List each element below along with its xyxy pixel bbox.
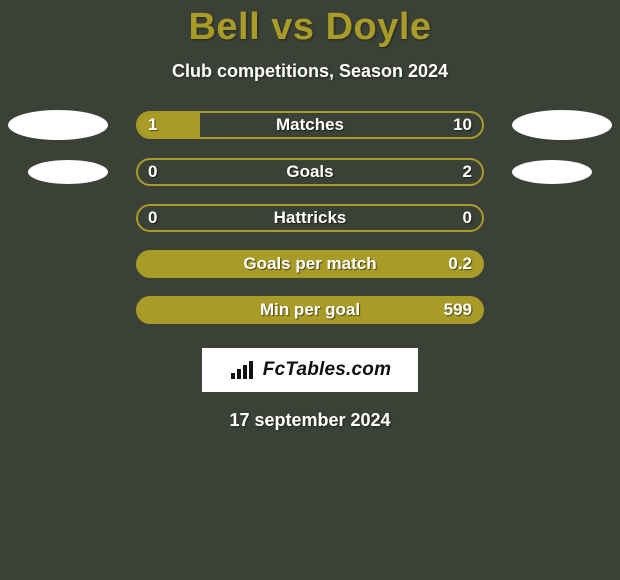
stat-label: Hattricks	[274, 208, 347, 228]
stat-row-matches: 1 Matches 10	[0, 110, 620, 140]
date-stamp: 17 september 2024	[229, 410, 390, 431]
page-title: Bell vs Doyle	[188, 6, 431, 49]
player-right-marker-small	[512, 160, 592, 184]
title-left: Bell	[188, 6, 260, 48]
stat-right-value: 599	[444, 300, 472, 320]
stat-bar: 1 Matches 10	[136, 111, 484, 139]
stat-label: Goals	[286, 162, 333, 182]
player-left-marker	[8, 110, 108, 140]
stat-bar: 0 Hattricks 0	[136, 204, 484, 232]
stat-label: Matches	[276, 115, 344, 135]
subtitle: Club competitions, Season 2024	[172, 61, 448, 82]
bar-chart-icon	[229, 359, 255, 381]
player-right-marker	[512, 110, 612, 140]
stat-right-value: 10	[453, 115, 472, 135]
stat-label: Min per goal	[260, 300, 360, 320]
stat-left-value: 0	[148, 162, 157, 182]
stat-right-value: 0.2	[448, 254, 472, 274]
stat-right-value: 2	[463, 162, 472, 182]
player-left-marker-small	[28, 160, 108, 184]
stat-bar: Goals per match 0.2	[136, 250, 484, 278]
stat-label: Goals per match	[243, 254, 376, 274]
stat-rows-rest: 0 Hattricks 0 Goals per match 0.2 Min pe…	[136, 204, 484, 324]
title-vs: vs	[271, 6, 314, 48]
stat-right-value: 0	[463, 208, 472, 228]
stat-row-goals: 0 Goals 2	[0, 158, 620, 186]
title-right: Doyle	[326, 6, 432, 48]
comparison-card: Bell vs Doyle Club competitions, Season …	[0, 0, 620, 431]
stat-left-value: 0	[148, 208, 157, 228]
stat-left-value: 1	[148, 115, 157, 135]
stat-bar: Min per goal 599	[136, 296, 484, 324]
source-logo[interactable]: FcTables.com	[202, 348, 418, 392]
logo-text: FcTables.com	[263, 359, 391, 381]
stat-bar: 0 Goals 2	[136, 158, 484, 186]
